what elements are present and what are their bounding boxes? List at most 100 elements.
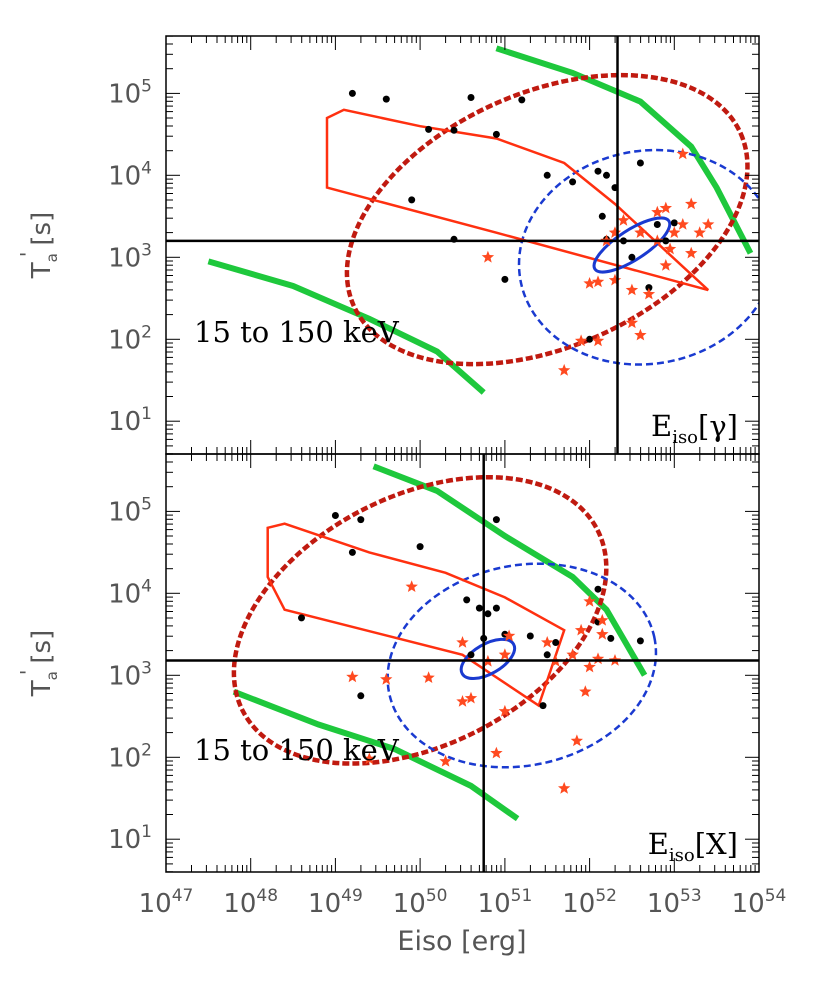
y-tick-base: 10: [108, 407, 141, 437]
black-data-point: [492, 130, 500, 138]
y-tick-label: 105: [108, 76, 152, 109]
red-star-data-point: [596, 613, 609, 626]
red-star-data-point: [676, 147, 689, 160]
black-data-point: [586, 335, 594, 343]
x-tick-base: 10: [223, 889, 256, 919]
black-data-point: [653, 221, 661, 228]
black-data-point: [518, 96, 526, 104]
black-data-point: [357, 516, 365, 524]
red-star-data-point: [574, 623, 588, 636]
y-tick-base: 10: [108, 825, 141, 855]
red-star-data-point: [574, 334, 588, 347]
energy-axis-label-subscript: iso: [669, 845, 695, 866]
red-star-data-point: [363, 752, 376, 765]
red-star-data-point: [439, 754, 452, 767]
red-star-data-point: [541, 636, 554, 648]
energy-axis-label-symbol: E: [651, 409, 672, 443]
black-data-point: [492, 604, 500, 612]
red-star-data-point: [625, 316, 639, 329]
black-data-point: [569, 178, 577, 186]
y-tick-exponent: 4: [141, 158, 152, 178]
energy-axis-label: Eiso[X]: [648, 827, 738, 866]
x-tick-label: 1048: [223, 886, 278, 919]
x-tick-exponent: 50: [426, 886, 448, 906]
x-axis: 1047 1048 1049 1050 1051 1052 1053 1054: [139, 886, 787, 919]
y-tick-exponent: 3: [141, 240, 152, 260]
red-star-data-point: [591, 652, 605, 665]
black-data-point: [467, 651, 475, 659]
red-star-data-point: [583, 660, 596, 673]
plot-area-bottom: [231, 463, 658, 822]
black-data-point: [607, 634, 615, 642]
x-axis-label: Eiso [erg]: [397, 926, 526, 957]
red-star-data-point: [591, 275, 605, 288]
blue-dashed-contour: [517, 148, 759, 366]
red-star-data-point: [659, 201, 672, 214]
y-tick-label: 102: [108, 740, 152, 773]
red-star-data-point: [608, 273, 622, 286]
black-data-point: [543, 651, 551, 659]
red-star-data-point: [591, 334, 605, 347]
black-data-point: [598, 212, 606, 220]
x-tick-base: 10: [732, 889, 765, 919]
x-tick-base: 10: [478, 889, 511, 919]
black-data-point: [382, 95, 390, 103]
x-tick-exponent: 53: [680, 886, 702, 906]
energy-axis-label-bracket: [γ]: [698, 409, 738, 443]
green-upper-curve: [495, 45, 754, 255]
red-star-data-point: [642, 287, 656, 300]
red-star-data-point: [422, 671, 435, 683]
black-data-point: [594, 585, 602, 593]
red-star-data-point: [668, 226, 681, 238]
red-dotted-contour: [344, 72, 750, 367]
energy-axis-label-bracket: [X]: [695, 827, 738, 861]
black-data-point: [645, 284, 653, 292]
y-axis-label-prime: ': [16, 252, 40, 258]
black-data-point: [552, 639, 560, 646]
y-tick-label: 101: [108, 822, 152, 855]
black-data-point: [357, 692, 365, 700]
x-tick-exponent: 47: [172, 886, 194, 906]
x-tick-label: 1052: [562, 886, 617, 919]
black-data-point: [450, 126, 458, 134]
x-tick-label: 1051: [478, 886, 533, 919]
green-upper-curve: [372, 463, 648, 677]
y-axis-label: Ta' [s]: [16, 212, 61, 279]
red-star-data-point: [663, 242, 677, 255]
y-tick-label: 104: [108, 158, 152, 191]
y-tick-base: 10: [108, 243, 141, 273]
energy-band-label: 15 to 150 keV: [194, 315, 400, 349]
red-star-data-point: [617, 213, 630, 226]
red-star-data-point: [608, 226, 622, 238]
black-data-point: [463, 596, 471, 604]
blue-solid-contour: [459, 637, 517, 680]
x-tick-exponent: 49: [341, 886, 363, 906]
red-star-data-point: [634, 328, 647, 341]
y-tick-exponent: 5: [141, 76, 152, 96]
red-dotted-contour: [231, 474, 609, 766]
x-tick-label: 1050: [393, 886, 448, 919]
x-tick-base: 10: [393, 889, 426, 919]
red-star-data-point: [380, 672, 393, 685]
y-tick-exponent: 3: [141, 658, 152, 678]
y-tick-label: 105: [108, 494, 152, 527]
x-tick-label: 1054: [732, 886, 787, 919]
black-data-point: [539, 702, 547, 710]
black-data-point: [348, 89, 356, 97]
red-star-data-point: [481, 250, 495, 263]
red-star-data-point: [579, 685, 592, 697]
energy-band-label: 15 to 150 keV: [194, 733, 400, 767]
red-star-data-point: [596, 627, 609, 640]
y-tick-exponent: 2: [141, 322, 152, 342]
y-tick-label: 103: [108, 240, 152, 273]
red-solid-contour: [266, 522, 566, 708]
y-axis-label-unit: [s]: [27, 630, 57, 664]
red-star-data-point: [583, 277, 596, 289]
y-tick-base: 10: [108, 497, 141, 527]
y-tick-label: 101: [108, 404, 152, 437]
y-axis-label-prime: ': [16, 670, 40, 676]
y-tick-label: 104: [108, 576, 152, 609]
